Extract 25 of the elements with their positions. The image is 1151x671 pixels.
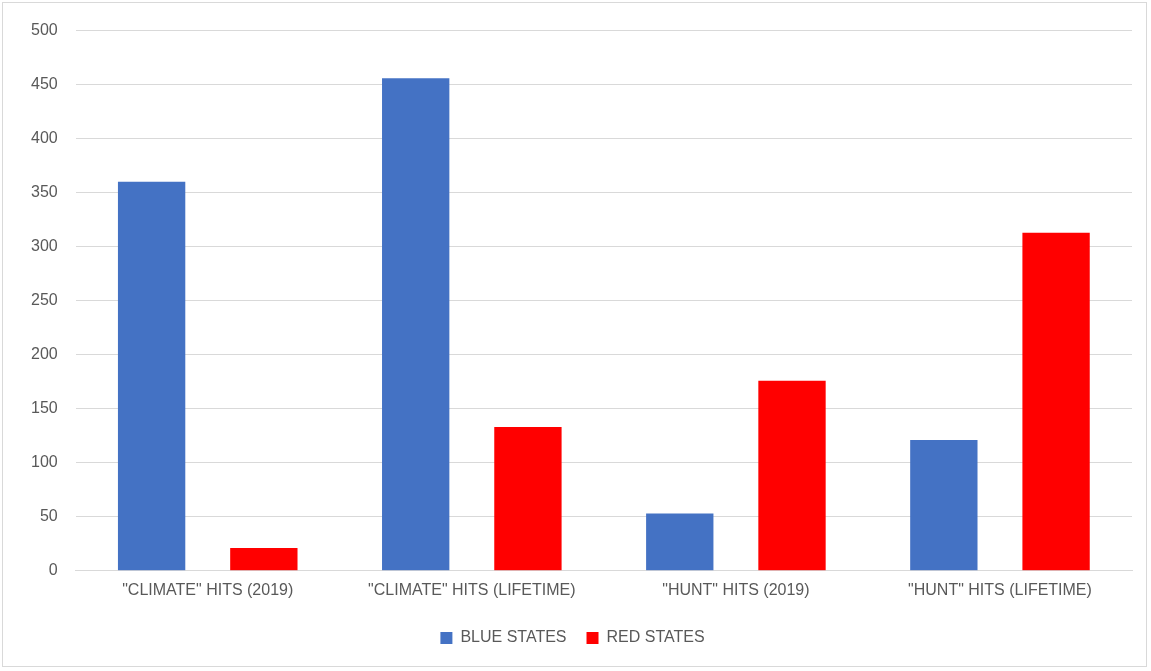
y-tick-label: 0 [48, 561, 58, 579]
legend-label: BLUE STATES [460, 628, 567, 646]
x-tick-label: "HUNT" HITS (LIFETIME) [908, 580, 1092, 598]
x-tick-label: "HUNT" HITS (2019) [662, 580, 810, 598]
y-tick-label: 50 [39, 507, 58, 525]
x-tick-label: "CLIMATE" HITS (2019) [122, 580, 294, 598]
y-tick-label: 450 [30, 75, 58, 93]
y-tick-label: 300 [30, 237, 58, 255]
x-tick-label: "CLIMATE" HITS (LIFETIME) [368, 580, 576, 598]
bar [382, 78, 450, 571]
legend-label: RED STATES [606, 628, 705, 646]
y-tick-label: 500 [30, 21, 58, 39]
bar [230, 548, 298, 571]
bar [910, 440, 978, 571]
y-tick-label: 250 [30, 291, 58, 309]
y-tick-label: 150 [30, 399, 58, 417]
bar [1022, 232, 1090, 571]
bar [117, 181, 186, 571]
bar [646, 513, 714, 571]
y-tick-label: 200 [30, 345, 58, 363]
y-tick-label: 100 [30, 453, 58, 471]
y-tick-label: 350 [30, 183, 58, 201]
y-tick-label: 400 [30, 129, 58, 147]
bar [494, 427, 562, 571]
bar [758, 380, 826, 571]
